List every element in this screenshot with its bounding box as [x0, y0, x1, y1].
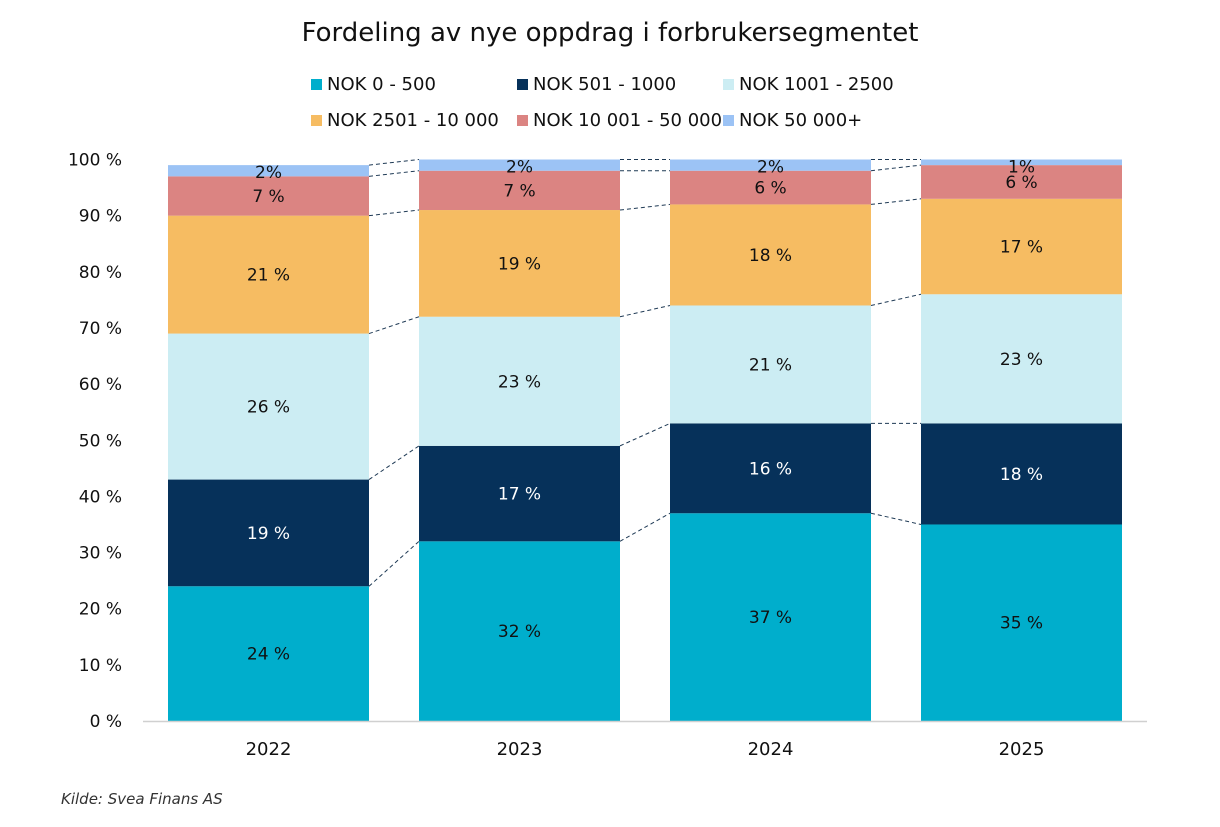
series-line	[368, 209, 420, 217]
bar-segment	[419, 159, 620, 171]
data-label: 37 %	[749, 608, 792, 628]
series-line	[870, 293, 922, 306]
legend-swatch	[311, 79, 322, 90]
bar-segment	[670, 170, 871, 205]
legend-swatch	[517, 79, 528, 90]
data-label: 23 %	[1000, 350, 1043, 370]
data-label: 19 %	[247, 524, 290, 544]
data-label: 17 %	[1000, 238, 1043, 258]
series-line	[619, 305, 671, 318]
series-line	[368, 445, 420, 480]
legend-item: NOK 1001 - 2500	[723, 74, 894, 95]
data-label: 16 %	[749, 459, 792, 479]
y-tick-label: 90 %	[79, 207, 122, 227]
legend-item: NOK 501 - 1000	[517, 74, 676, 95]
bar-segment	[419, 445, 620, 542]
y-tick-label: 70 %	[79, 319, 122, 339]
bar-segment	[168, 215, 369, 334]
legend-swatch	[723, 115, 734, 126]
bar-segment	[419, 316, 620, 446]
bar-segment	[921, 159, 1122, 166]
data-label: 19 %	[498, 254, 541, 274]
data-label: 6 %	[1005, 173, 1037, 193]
bar-segment	[419, 210, 620, 317]
y-tick-label: 0 %	[90, 712, 122, 732]
legend-label: NOK 10 001 - 50 000	[533, 110, 723, 131]
legend-label: NOK 501 - 1000	[533, 74, 677, 95]
data-label: 21 %	[247, 266, 290, 286]
x-tick-label: 2024	[748, 739, 794, 760]
series-line	[870, 164, 922, 172]
data-label: 2%	[255, 163, 282, 183]
x-tick-label: 2023	[497, 739, 543, 760]
x-tick-label: 2025	[999, 739, 1045, 760]
data-label: 32 %	[498, 622, 541, 642]
y-tick-label: 100 %	[68, 151, 122, 171]
series-line	[619, 203, 671, 211]
data-label: 23 %	[498, 372, 541, 392]
data-label: 18 %	[749, 246, 792, 266]
bar-segment	[921, 294, 1122, 424]
bar-segment	[670, 159, 871, 171]
bar-segment	[168, 479, 369, 587]
bar-segment	[419, 170, 620, 211]
series-line	[619, 422, 671, 447]
bar-segment	[419, 541, 620, 721]
data-label: 26 %	[247, 398, 290, 418]
legend-label: NOK 50 000+	[739, 110, 863, 131]
bar-segment	[921, 198, 1122, 295]
legend-swatch	[723, 79, 734, 90]
data-label: 17 %	[498, 485, 541, 505]
bar-segment	[168, 165, 369, 177]
series-line	[368, 540, 420, 587]
legend-label: NOK 0 - 500	[327, 74, 436, 95]
series-line	[368, 316, 420, 335]
bar-segment	[921, 524, 1122, 721]
series-line	[619, 512, 671, 542]
data-label: 7 %	[252, 187, 284, 207]
bar-segment	[670, 204, 871, 306]
y-tick-label: 80 %	[79, 263, 122, 283]
legend-item: NOK 0 - 500	[311, 74, 436, 95]
bar-segment	[921, 165, 1122, 199]
y-tick-label: 40 %	[79, 487, 122, 507]
data-label: 1%	[1008, 158, 1035, 178]
series-line	[870, 512, 922, 525]
y-tick-label: 30 %	[79, 544, 122, 564]
source-note: Kilde: Svea Finans AS	[61, 790, 223, 808]
y-tick-label: 10 %	[79, 656, 122, 676]
legend-item: NOK 50 000+	[723, 110, 862, 131]
data-label: 2%	[506, 158, 533, 178]
series-line	[870, 198, 922, 205]
bar-segment	[168, 333, 369, 480]
legend-swatch	[311, 115, 322, 126]
legend-label: NOK 2501 - 10 000	[327, 110, 499, 131]
legend-item: NOK 2501 - 10 000	[311, 110, 499, 131]
data-label: 18 %	[1000, 465, 1043, 485]
bar-segment	[670, 513, 871, 721]
legend-label: NOK 1001 - 2500	[739, 74, 894, 95]
chart-title: Fordeling av nye oppdrag i forbrukersegm…	[301, 18, 919, 48]
data-label: 21 %	[749, 355, 792, 375]
data-label: 6 %	[754, 179, 786, 199]
legend-item: NOK 10 001 - 50 000	[517, 110, 722, 131]
bar-segment	[670, 423, 871, 514]
data-label: 35 %	[1000, 614, 1043, 634]
y-tick-label: 60 %	[79, 375, 122, 395]
data-label: 24 %	[247, 645, 290, 665]
data-label: 7 %	[503, 181, 535, 201]
bar-segment	[921, 423, 1122, 525]
legend-swatch	[517, 115, 528, 126]
y-tick-label: 20 %	[79, 600, 122, 620]
data-label: 2%	[757, 158, 784, 178]
bar-segment	[168, 586, 369, 721]
bar-segment	[670, 305, 871, 424]
series-line	[368, 170, 420, 177]
bar-segment	[168, 176, 369, 216]
series-line	[368, 159, 420, 166]
y-tick-label: 50 %	[79, 431, 122, 451]
x-tick-label: 2022	[246, 739, 292, 760]
